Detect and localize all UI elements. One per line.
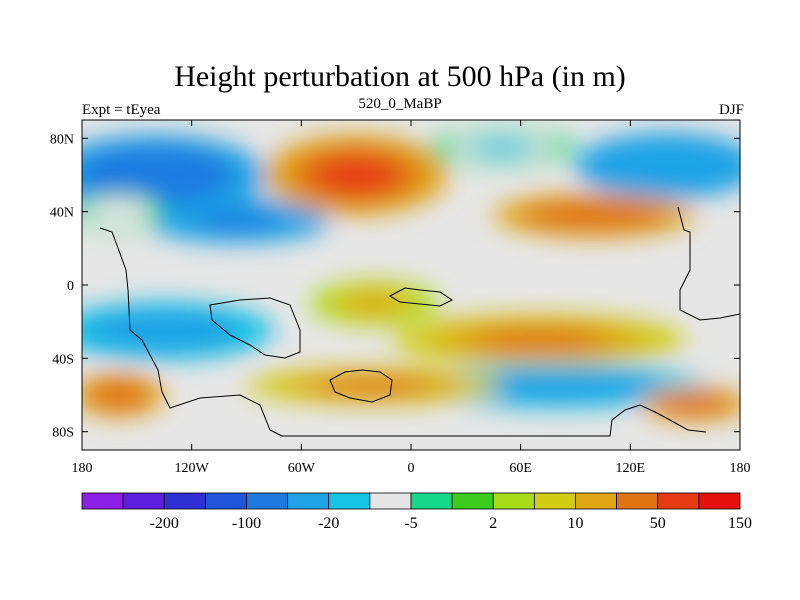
field-blob-13-level-2 [97, 203, 140, 221]
colorbar-swatch-7 [369, 492, 412, 510]
field-blob-1 [145, 198, 329, 243]
field-blob-4 [575, 132, 740, 199]
y-tick-label-2: 0 [67, 279, 74, 294]
coastline-americas [99, 227, 420, 437]
colorbar-swatch-13 [616, 492, 659, 510]
field-blob-9 [411, 363, 704, 408]
colorbar-swatch-15 [698, 492, 741, 510]
y-tick-label-4: 80S [52, 426, 74, 441]
field-blob-1-level-2 [195, 210, 280, 231]
x-tick-label-3: 0 [408, 461, 415, 476]
field-blobs [82, 129, 740, 421]
field-blob-3 [429, 129, 576, 166]
chart-title: Height perturbation at 500 hPa (in m) [174, 60, 626, 93]
colorbar-swatch-0 [81, 492, 124, 510]
colorbar-swatch-14 [657, 492, 700, 510]
field-blob-10-level-2 [315, 377, 434, 395]
field-blob-3-level-2 [468, 139, 537, 156]
colorbar-swatch-8 [410, 492, 453, 510]
colorbar-label-5: 10 [568, 515, 584, 532]
field-blob-7 [310, 281, 439, 326]
x-tick-label-4: 60E [509, 461, 532, 476]
season-label: DJF [718, 102, 744, 118]
field-blob-8 [392, 314, 686, 366]
colorbar-label-6: 50 [650, 515, 666, 532]
field-blob-4-level-2 [624, 150, 709, 182]
y-tick-label-0: 80N [50, 132, 74, 147]
plot-area [81, 119, 741, 451]
colorbar-swatch-5 [287, 492, 330, 510]
coastline-asia-pacific [677, 206, 740, 321]
colorbar-label-3: -5 [404, 515, 417, 532]
field-blob-10 [246, 367, 503, 405]
x-tick-label-6: 180 [730, 461, 751, 476]
colorbar-swatch-12 [575, 492, 618, 510]
x-axis: 180 120W 60W 0 60E 120E 180 [72, 120, 751, 476]
field-blob-2 [264, 134, 448, 216]
coastlines [99, 206, 740, 437]
field-blob-12 [639, 387, 740, 421]
x-tick-label-2: 60W [288, 461, 316, 476]
colorbar-swatch-1 [122, 492, 165, 510]
colorbar-swatch-10 [492, 492, 535, 510]
field-blob-9-level-2 [489, 375, 625, 396]
x-tick-label-5: 120E [616, 461, 646, 476]
colorbar-swatch-6 [328, 492, 371, 510]
coastline-south-america [209, 297, 301, 359]
experiment-label: Expt = tEyea [82, 102, 161, 118]
field-blob-6 [82, 301, 274, 361]
field-blob-0-level-2 [104, 156, 206, 194]
colorbar-swatch-9 [451, 492, 494, 510]
colorbar: -200 -100 -20 -5 2 10 50 150 [81, 492, 752, 532]
field-blob-5-level-2 [547, 205, 641, 226]
field-blob-6-level-2 [113, 317, 215, 345]
height-field [82, 129, 740, 421]
colorbar-label-2: -20 [318, 515, 339, 532]
field-blob-2-level-2 [314, 156, 399, 194]
x-tick-label-0: 180 [72, 461, 93, 476]
coastline-australia-antarctica [420, 404, 707, 437]
colorbar-swatch-3 [204, 492, 247, 510]
coastline-africa [329, 369, 393, 403]
x-tick-label-1: 120W [175, 461, 210, 476]
field-blob-13 [82, 193, 165, 230]
field-blob-8-level-2 [471, 328, 607, 352]
period-label: 520_0_MaBP [358, 96, 442, 112]
field-blob-5 [493, 193, 695, 238]
colorbar-label-7: 150 [728, 515, 752, 532]
coastline-equator-islands [388, 287, 453, 307]
field-blob-12-level-2 [669, 396, 720, 412]
y-axis: 80N 40N 0 40S 80S [50, 132, 740, 441]
colorbar-label-4: 2 [489, 515, 497, 532]
colorbar-label-1: -100 [232, 515, 261, 532]
y-tick-label-1: 40N [50, 206, 74, 221]
field-blob-7-level-2 [345, 293, 404, 314]
colorbar-swatch-11 [533, 492, 576, 510]
colorbar-swatch-2 [163, 492, 206, 510]
colorbar-swatch-4 [246, 492, 289, 510]
y-tick-label-3: 40S [52, 352, 74, 367]
field-blob-11 [82, 373, 165, 417]
field-blob-11-level-2 [97, 384, 140, 406]
colorbar-label-0: -200 [150, 515, 179, 532]
